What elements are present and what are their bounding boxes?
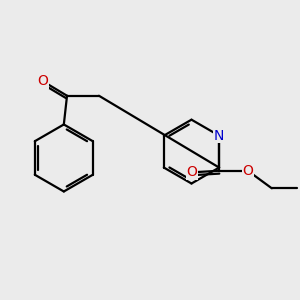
Text: N: N [214,129,224,142]
Text: O: O [187,165,197,179]
Text: O: O [242,164,253,178]
Text: O: O [38,74,49,88]
